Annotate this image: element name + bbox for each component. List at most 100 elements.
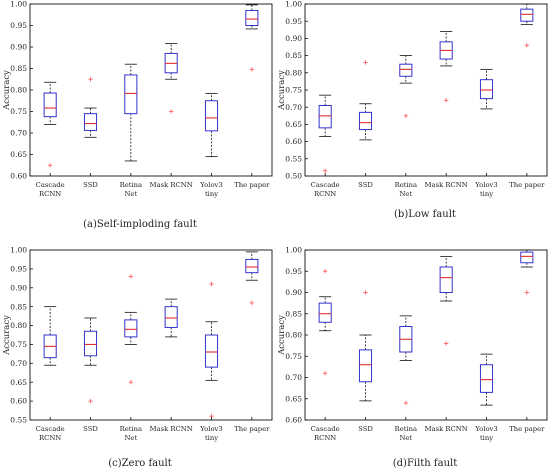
x-tick-label: Cascade bbox=[36, 181, 65, 189]
y-tick-label: 0.75 bbox=[10, 107, 27, 116]
y-axis-label: Accuracy bbox=[277, 315, 287, 356]
x-tick-label: Yolov3 bbox=[199, 181, 222, 189]
y-axis-label: Accuracy bbox=[2, 70, 12, 111]
plot-frame bbox=[29, 3, 273, 177]
box-1 bbox=[318, 269, 332, 376]
x-tick-label: Cascade bbox=[311, 425, 340, 433]
x-tick-label: RCNN bbox=[39, 434, 61, 442]
box-body bbox=[124, 319, 138, 338]
x-tick-label: Net bbox=[124, 434, 137, 442]
y-tick-label: 0.80 bbox=[10, 321, 27, 330]
x-tick-label: Net bbox=[124, 190, 137, 198]
box-body bbox=[439, 266, 453, 293]
x-tick-label: RCNN bbox=[39, 190, 61, 198]
box-body bbox=[479, 364, 494, 393]
box-3 bbox=[399, 55, 413, 118]
y-tick-label: 0.75 bbox=[285, 86, 302, 95]
x-tick-label: SSD bbox=[83, 425, 98, 433]
y-tick-label: 0.90 bbox=[10, 283, 27, 292]
box-body bbox=[83, 113, 98, 131]
outlier-marker bbox=[524, 43, 530, 48]
outlier-marker bbox=[524, 290, 530, 295]
outlier-marker bbox=[322, 269, 328, 274]
box-2 bbox=[83, 77, 98, 138]
y-tick-label: 0.80 bbox=[10, 86, 27, 95]
box-body bbox=[43, 92, 57, 118]
x-tick-label: Net bbox=[399, 190, 412, 198]
outlier-marker bbox=[128, 380, 134, 385]
y-tick-label: 0.70 bbox=[10, 129, 27, 138]
y-tick-label: 0.60 bbox=[285, 137, 302, 146]
x-tick-label: Mask RCNN bbox=[425, 425, 468, 433]
panel-caption: (c)Zero fault bbox=[108, 458, 172, 469]
x-tick-label: Yolov3 bbox=[474, 181, 497, 189]
y-tick-label: 0.65 bbox=[285, 120, 302, 129]
y-tick-label: 0.65 bbox=[10, 378, 27, 387]
y-tick-label: 1.00 bbox=[10, 246, 27, 255]
y-tick-label: 0.95 bbox=[285, 17, 302, 26]
y-tick-label: 1.00 bbox=[285, 246, 302, 255]
box-5 bbox=[204, 281, 219, 419]
chart-panel-4: 0.60 0.65 0.70 0.75 0.80 0.85 0.90 0.95 1.00 Accu… bbox=[277, 246, 548, 469]
x-tick-label: Mask RCNN bbox=[425, 181, 468, 189]
x-tick-label: SSD bbox=[358, 181, 373, 189]
chart-panel-3: 0.55 0.60 0.65 0.70 0.75 0.80 0.85 0.90 0.95 1.00… bbox=[2, 246, 273, 469]
outlier-marker bbox=[322, 371, 328, 376]
y-tick-label: 0.60 bbox=[10, 397, 27, 406]
y-tick-label: 0.95 bbox=[285, 267, 302, 276]
y-tick-label: 0.65 bbox=[285, 394, 302, 403]
x-tick-label: tiny bbox=[205, 434, 218, 442]
y-tick-label: 0.90 bbox=[285, 288, 302, 297]
outlier-marker bbox=[363, 290, 368, 295]
box-4 bbox=[164, 298, 178, 338]
y-tick-label: 0.80 bbox=[285, 331, 302, 340]
box-4 bbox=[439, 31, 453, 103]
y-tick-label: 0.90 bbox=[285, 34, 302, 43]
chart-panel-2: 0.50 0.55 0.60 0.65 0.70 0.75 0.80 0.85 0.90 0.95… bbox=[277, 0, 548, 220]
box-body bbox=[204, 334, 219, 368]
outlier-marker bbox=[209, 281, 214, 287]
x-tick-label: Yolov3 bbox=[199, 425, 222, 433]
outlier-marker bbox=[168, 109, 174, 114]
y-tick-label: 0.55 bbox=[285, 154, 302, 163]
outlier-marker bbox=[249, 67, 255, 72]
box-4 bbox=[439, 255, 453, 346]
x-tick-label: SSD bbox=[83, 181, 98, 189]
box-4 bbox=[164, 43, 178, 114]
chart-panel-1: 0.60 0.65 0.70 0.75 0.80 0.85 0.90 0.95 1.00 Accu… bbox=[2, 0, 273, 230]
y-tick-label: 0.95 bbox=[10, 21, 27, 30]
y-axis-label: Accuracy bbox=[2, 315, 12, 356]
y-tick-label: 0.60 bbox=[10, 172, 27, 181]
y-tick-label: 0.85 bbox=[285, 51, 302, 60]
y-tick-label: 0.65 bbox=[10, 150, 27, 159]
box-3 bbox=[124, 63, 138, 162]
x-tick-label: Yolov3 bbox=[474, 425, 497, 433]
panel-caption: (d)Filth fault bbox=[393, 458, 458, 469]
box-body bbox=[399, 63, 413, 77]
box-body bbox=[318, 302, 332, 323]
plot-frame bbox=[304, 249, 548, 421]
x-tick-label: The paper bbox=[234, 181, 270, 189]
y-tick-label: 0.70 bbox=[10, 359, 27, 368]
box-1 bbox=[43, 81, 57, 168]
y-tick-label: 0.85 bbox=[10, 302, 27, 311]
y-tick-label: 1.00 bbox=[10, 0, 27, 9]
x-tick-label: Cascade bbox=[36, 425, 65, 433]
outlier-marker bbox=[403, 400, 409, 406]
x-tick-label: SSD bbox=[358, 425, 373, 433]
x-tick-label: Retina bbox=[395, 425, 417, 433]
x-tick-label: tiny bbox=[205, 190, 218, 198]
y-tick-label: 0.90 bbox=[10, 43, 27, 52]
y-tick-label: 0.60 bbox=[285, 416, 302, 425]
x-tick-label: RCNN bbox=[314, 190, 336, 198]
outlier-marker bbox=[363, 60, 368, 65]
y-tick-label: 0.85 bbox=[10, 64, 27, 73]
y-tick-label: 0.80 bbox=[285, 68, 302, 77]
box-2 bbox=[358, 60, 373, 141]
x-tick-label: tiny bbox=[480, 434, 493, 442]
box-body bbox=[479, 79, 494, 100]
x-tick-label: The paper bbox=[509, 181, 545, 189]
x-tick-label: The paper bbox=[234, 425, 270, 433]
y-axis-label: Accuracy bbox=[277, 70, 287, 111]
x-tick-label: Mask RCNN bbox=[150, 181, 193, 189]
